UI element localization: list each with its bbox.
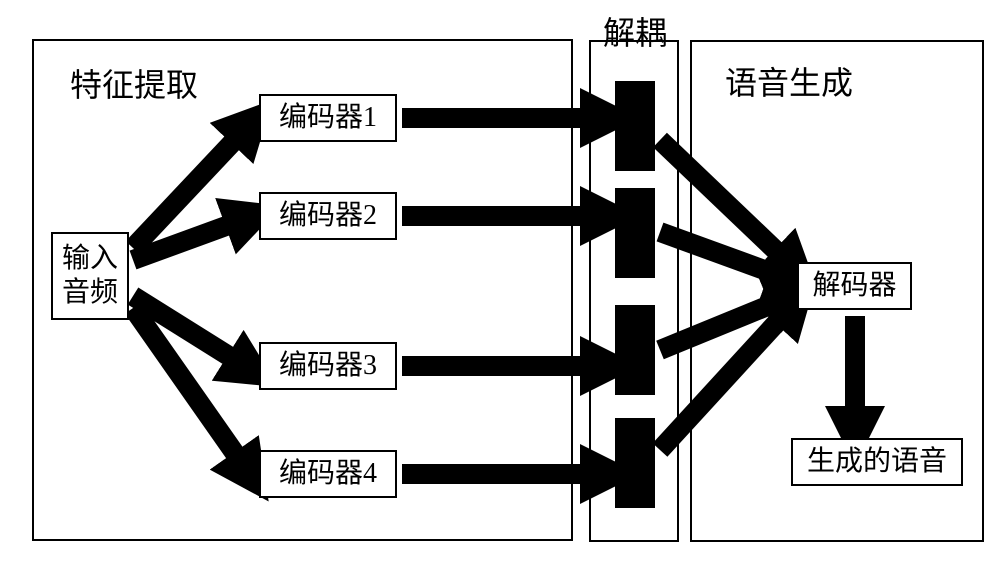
node-encoder1: 编码器1 [259, 94, 397, 142]
node-output: 生成的语音 [791, 438, 963, 486]
label-decoupling: 解耦 [603, 8, 667, 54]
node-input-audio: 输入 音频 [51, 232, 129, 320]
node-decoder: 解码器 [797, 262, 912, 310]
decouple-bar-3 [615, 305, 655, 395]
decouple-bar-1 [615, 81, 655, 171]
node-encoder3: 编码器3 [259, 342, 397, 390]
node-encoder4: 编码器4 [259, 450, 397, 498]
node-encoder2: 编码器2 [259, 192, 397, 240]
decouple-bar-2 [615, 188, 655, 278]
decouple-bar-4 [615, 418, 655, 508]
label-feature-extraction: 特征提取 [70, 60, 198, 106]
label-speech-generation: 语音生成 [725, 58, 853, 104]
